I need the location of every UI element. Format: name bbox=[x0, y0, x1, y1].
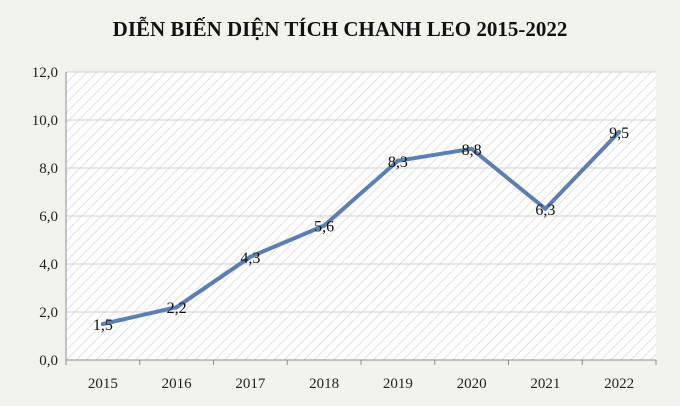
data-label: 2,2 bbox=[167, 300, 187, 317]
x-tick-label: 2018 bbox=[309, 376, 339, 392]
y-tick-label: 0,0 bbox=[39, 353, 58, 369]
y-tick-label: 2,0 bbox=[39, 305, 58, 321]
data-labels: 1,5 2,2 4,3 5,6 8,3 8,8 6,3 9,5 bbox=[93, 125, 629, 334]
data-label: 5,6 bbox=[314, 219, 334, 236]
data-label: 1,5 bbox=[93, 317, 113, 334]
data-label: 8,3 bbox=[388, 154, 408, 171]
y-tick-label: 12,0 bbox=[32, 65, 58, 81]
data-point bbox=[469, 146, 474, 151]
x-tick-label: 2017 bbox=[235, 376, 266, 392]
y-tick-label: 4,0 bbox=[39, 257, 58, 273]
series-layer bbox=[100, 130, 622, 326]
series-line bbox=[100, 130, 622, 326]
axes: 0,0 2,0 4,0 6,0 8,0 10,0 12,0 2015 2016 2017 2018 2… bbox=[32, 65, 657, 392]
y-tick-label: 6,0 bbox=[39, 209, 58, 225]
chart-title: DIỄN BIẾN DIỆN TÍCH CHANH LEO 2015-2022 bbox=[113, 16, 568, 41]
data-label: 6,3 bbox=[535, 202, 555, 219]
x-tick-label: 2020 bbox=[457, 376, 487, 392]
data-point bbox=[617, 130, 622, 134]
data-point bbox=[100, 322, 105, 326]
y-tick-label: 8,0 bbox=[39, 161, 58, 177]
data-point bbox=[322, 223, 327, 228]
data-point bbox=[395, 158, 400, 163]
data-point bbox=[248, 254, 253, 259]
x-tick-label: 2016 bbox=[162, 376, 193, 392]
x-tick-label: 2015 bbox=[88, 376, 118, 392]
data-point bbox=[543, 206, 548, 211]
data-label: 8,8 bbox=[462, 142, 482, 159]
y-tick-label: 10,0 bbox=[32, 113, 58, 129]
x-tick-label: 2022 bbox=[604, 376, 634, 392]
x-tick-label: 2021 bbox=[530, 376, 560, 392]
x-tick-label: 2019 bbox=[383, 376, 413, 392]
data-label: 4,3 bbox=[240, 250, 260, 267]
data-point bbox=[174, 305, 179, 310]
data-label: 9,5 bbox=[609, 125, 629, 142]
